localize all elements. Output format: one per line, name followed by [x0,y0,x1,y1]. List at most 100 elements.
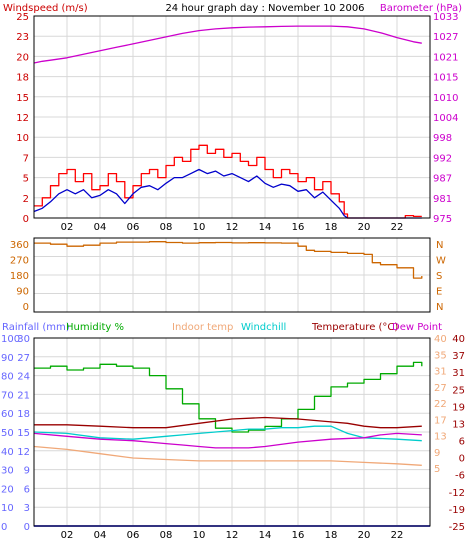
axis-tick-label: 9 [24,466,30,477]
panel1-grid [34,16,430,218]
axis-tick-label: 19 [452,402,465,413]
axis-tick-label: 24 [17,372,30,383]
axis-tick-label: 180 [10,271,29,282]
axis-tick-label: 20 [1,484,14,495]
axis-tick-label: 90 [16,287,29,298]
left-axis-title: Windspeed (m/s) [3,3,88,14]
x-tick-label: 08 [160,530,173,541]
direction-degree-ticks: 0 90 180 270 360 [10,240,29,313]
axis-tick-label: 270 [10,256,29,267]
axis-tick-label: 6 [24,484,30,495]
x-tick-label: 10 [193,222,206,233]
axis-tick-label: 5 [23,174,29,185]
axis-tick-label: 1015 [433,73,458,84]
legend-label: Humidity % [66,322,124,333]
axis-tick-label: 40 [1,447,14,458]
axis-tick-label: 0 [459,454,465,465]
axis-tick-label: E [436,287,442,298]
axis-tick-label: 22 [434,399,447,410]
axis-tick-label: 13 [434,432,447,443]
axis-tick-label: 987 [433,174,452,185]
axis-tick-label: 25 [16,12,29,23]
axis-tick-label: 10 [1,503,14,514]
axis-tick-label: 18 [17,409,30,420]
x-tick-label: 14 [259,222,272,233]
axis-tick-label: 975 [433,214,452,225]
axis-tick-label: 30 [17,334,30,345]
barometer-ticks: 975 981 987 992 998 1004 1010 1015 1021 1027 1033 [433,12,458,225]
legend-label: Windchill [241,322,286,333]
x-tick-label: 16 [292,530,305,541]
axis-tick-label: 10 [16,133,29,144]
chart-title: 24 hour graph day : November 10 2006 [165,3,364,14]
panel1-series [33,25,422,219]
indoor-temp-ticks: 5 9 13 17 22 27 31 35 40 [434,334,447,475]
axis-tick-label: 20 [16,52,29,63]
legend-label: Indoor temp [172,322,233,333]
axis-tick-label: 0 [23,302,29,313]
axis-tick-label: 15 [17,428,30,439]
axis-tick-label: 37 [452,351,465,362]
right-axis-title: Barometer (hPa) [380,3,462,14]
panel1-frame [33,15,431,219]
x-tick-label: 18 [325,222,338,233]
x-tick-label: 22 [391,222,404,233]
axis-tick-label: 9 [434,448,440,459]
axis-tick-label: 0 [24,522,30,533]
axis-tick-label: 360 [10,240,29,251]
axis-tick-label: 25 [452,385,465,396]
indoor-temp-line [33,445,422,466]
axis-tick-label: 80 [1,372,14,383]
axis-tick-label: 90 [1,353,14,364]
axis-tick-label: 31 [452,368,465,379]
temperature-line [34,416,422,429]
panel3-frame [33,337,431,527]
windchill-line [33,425,422,442]
axis-tick-label: 1027 [433,32,458,43]
rainfall-secondary-ticks: 0 3 6 9 12 15 18 21 24 27 30 [17,334,30,533]
axis-tick-label: N [436,302,443,313]
gust-line [34,144,422,219]
axis-tick-label: 1010 [433,93,458,104]
panel2-series [34,241,423,279]
axis-tick-label: 12 [16,113,29,124]
x-tick-label: 20 [358,222,371,233]
axis-tick-label: 3 [24,503,30,514]
panel2-frame [33,237,431,313]
axis-tick-label: 7 [23,153,29,164]
panel3-hour-ticks: 02 04 06 08 10 12 14 16 18 20 22 [61,530,404,541]
barometer-line [33,25,422,64]
axis-tick-label: 35 [434,350,447,361]
x-tick-label: 04 [94,530,107,541]
axis-tick-label: 17 [434,415,447,426]
panel3-legend: Rainfall (mm)Humidity % Indoor temp Windch… [2,322,442,333]
humidity-line [34,361,423,433]
axis-tick-label: 27 [17,353,30,364]
x-tick-label: 14 [259,530,272,541]
axis-tick-label: 15 [16,93,29,104]
legend-label: Dew Point [392,322,442,333]
x-tick-label: 02 [61,530,74,541]
axis-tick-label: 5 [434,464,440,475]
x-tick-label: 04 [94,222,107,233]
x-tick-label: 18 [325,530,338,541]
axis-tick-label: 1021 [433,52,458,63]
axis-tick-label: 27 [434,383,447,394]
axis-tick-label: S [436,271,442,282]
axis-tick-label: 6 [459,437,465,448]
legend-label: Rainfall (mm) [2,322,70,333]
panel1-hour-ticks: 02 04 06 08 10 12 14 16 18 20 22 [61,222,404,233]
panel2-grid [34,238,430,312]
axis-tick-label: 12 [17,447,30,458]
wind-direction-line [34,241,423,279]
humidity-temperature-panel: Rainfall (mm)Humidity % Indoor temp Windch… [1,322,465,541]
axis-tick-label: -25 [449,522,465,533]
axis-tick-label: -6 [455,471,465,482]
axis-tick-label: 981 [433,194,452,205]
temperature-ticks: -25 -19 -12 -6 0 6 13 19 25 31 37 40 [449,334,465,533]
axis-tick-label: 31 [434,367,447,378]
